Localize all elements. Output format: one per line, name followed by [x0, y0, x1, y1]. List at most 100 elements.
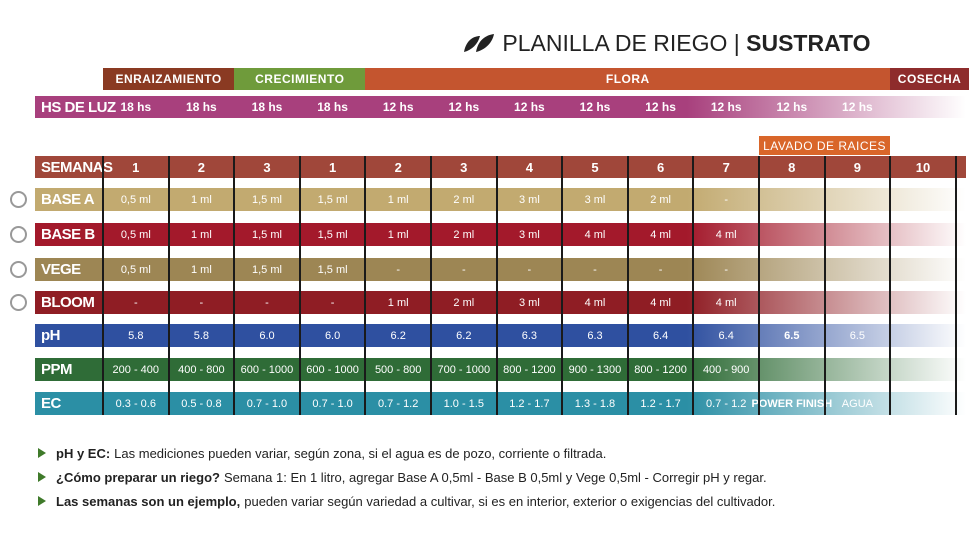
value-cell: 0,5 ml — [120, 228, 151, 241]
row-icon — [10, 226, 27, 243]
value-cell: 700 - 1000 — [437, 363, 491, 376]
light-cell: 12 hs — [776, 100, 808, 114]
value-cell: 400 - 800 — [178, 363, 225, 376]
value-cell: 6.2 — [390, 329, 406, 342]
week-cell: 3 — [263, 159, 271, 175]
note-bold: Las semanas son un ejemplo, — [56, 494, 241, 509]
note-text: Las mediciones pueden variar, según zona… — [114, 446, 607, 461]
value-cell: 2 ml — [650, 193, 671, 206]
value-cell: 0.7 - 1.0 — [312, 397, 353, 410]
value-cell: 3 ml — [519, 228, 540, 241]
value-cell: 4 ml — [584, 296, 606, 309]
value-cell: 0.3 - 0.6 — [115, 397, 156, 410]
row-label: pH — [35, 324, 966, 347]
value-cell: 800 - 1200 — [634, 363, 687, 376]
column-divider — [233, 156, 236, 415]
phase-bar: COSECHA — [890, 68, 969, 90]
light-cell: 12 hs — [842, 100, 873, 114]
column-divider — [430, 156, 432, 415]
value-cell: 900 - 1300 — [568, 363, 622, 376]
column-divider — [298, 156, 301, 415]
week-cell: 1 — [132, 159, 140, 175]
column-divider — [495, 156, 498, 415]
value-cell: POWER FINISH — [751, 397, 833, 410]
row-label: BASE A — [35, 188, 966, 211]
row-label: PPM — [35, 358, 966, 381]
lavado-label: LAVADO DE RAICES — [759, 136, 891, 155]
column-divider — [167, 156, 170, 415]
value-cell: 6.0 — [259, 329, 275, 342]
column-divider — [692, 156, 695, 415]
value-cell: 600 - 1000 — [240, 363, 294, 376]
value-cell: 4 ml — [715, 296, 737, 309]
value-cell: 0.7 - 1.2 — [706, 397, 747, 410]
value-cell: 0,5 ml — [120, 263, 151, 276]
value-cell: 1 ml — [191, 193, 212, 206]
value-cell: 200 - 400 — [112, 363, 160, 376]
title-bold: SUSTRATO — [746, 30, 871, 56]
value-cell: 1.3 - 1.8 — [574, 397, 616, 410]
column-divider — [364, 156, 367, 415]
value-cell: 4 ml — [650, 228, 671, 241]
row-label: HS DE LUZ — [35, 96, 966, 118]
week-cell: 2 — [197, 159, 205, 175]
row-label: VEGE — [35, 258, 966, 281]
week-cell: 5 — [591, 159, 599, 175]
value-cell: 3 ml — [519, 193, 540, 206]
value-cell: - — [133, 296, 138, 309]
title: PLANILLA DE RIEGO | SUSTRATO — [462, 30, 871, 57]
value-cell: 2 ml — [453, 228, 475, 241]
value-cell: 1.2 - 1.7 — [640, 397, 681, 410]
value-cell: 1,5 ml — [252, 228, 282, 241]
value-cell: 2 ml — [453, 296, 475, 309]
note-bold: ¿Cómo preparar un riego? — [56, 470, 220, 485]
column-divider — [954, 156, 957, 415]
value-cell: - — [396, 263, 401, 276]
value-cell: 1,5 ml — [252, 263, 282, 276]
value-cell: 6.5 — [849, 329, 866, 342]
value-cell: 6.5 — [784, 329, 800, 342]
value-cell: 500 - 800 — [374, 363, 422, 376]
value-cell: 2 ml — [453, 193, 475, 206]
value-cell: 1,5 ml — [317, 263, 348, 276]
row-label: SEMANAS — [35, 156, 966, 178]
row-icon — [10, 294, 27, 311]
value-cell: 6.4 — [718, 329, 734, 342]
value-cell: 0.7 - 1.0 — [246, 397, 288, 410]
bullet-arrow — [38, 472, 46, 482]
value-cell: 4 ml — [584, 228, 606, 241]
value-cell: 1.2 - 1.7 — [509, 397, 550, 410]
leaf-icon — [464, 34, 494, 52]
value-cell: - — [330, 296, 335, 309]
value-cell: 0.7 - 1.2 — [378, 397, 419, 410]
phase-bar: ENRAIZAMIENTO — [103, 68, 235, 90]
value-cell: 6.0 — [324, 329, 341, 342]
light-cell: 12 hs — [579, 100, 611, 114]
value-cell: 6.3 — [587, 329, 603, 342]
column-divider — [758, 156, 760, 415]
note-bold: pH y EC: — [56, 446, 111, 461]
value-cell: 800 - 1200 — [503, 363, 556, 376]
week-cell: 1 — [328, 159, 337, 175]
bullet-arrow — [38, 448, 46, 458]
value-cell: 4 ml — [715, 228, 737, 241]
week-cell: 3 — [460, 159, 468, 175]
light-cell: 12 hs — [645, 100, 676, 114]
row-icon — [10, 261, 27, 278]
value-cell: 0,5 ml — [120, 193, 151, 206]
value-cell: 6.2 — [456, 329, 472, 342]
column-divider — [889, 156, 892, 415]
week-cell: 2 — [394, 159, 402, 175]
value-cell: - — [461, 263, 466, 276]
note: pH y EC: Las mediciones pueden variar, se… — [38, 446, 606, 461]
row-label: BLOOM — [35, 291, 966, 314]
value-cell: 600 - 1000 — [306, 363, 359, 376]
week-cell: 8 — [788, 159, 796, 175]
value-cell: 3 ml — [519, 296, 540, 309]
note: Las semanas son un ejemplo, pueden variar… — [38, 494, 775, 509]
value-cell: 1,5 ml — [252, 193, 282, 206]
value-cell: 5.8 — [128, 329, 144, 342]
column-divider — [626, 156, 629, 415]
light-cell: 18 hs — [251, 100, 283, 114]
